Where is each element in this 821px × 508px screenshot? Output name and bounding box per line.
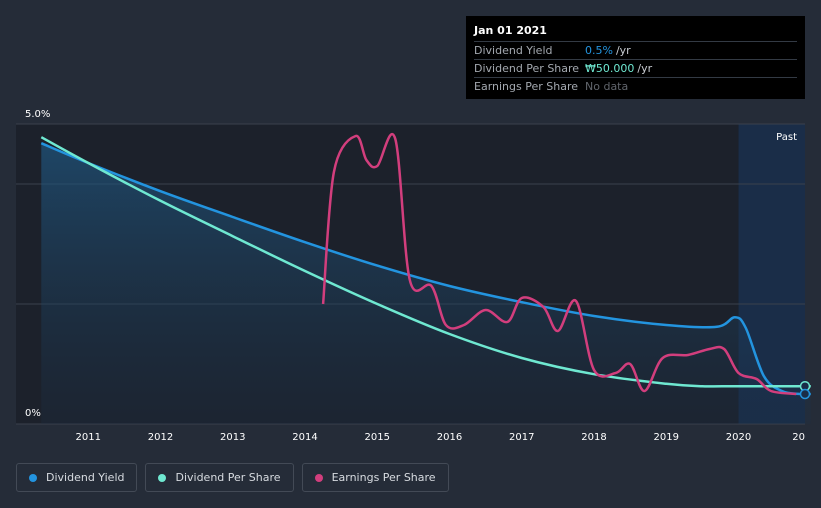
end-markers bbox=[799, 380, 811, 400]
x-tick-label: 2014 bbox=[292, 432, 317, 443]
x-tick-label: 2020 bbox=[726, 432, 751, 443]
tooltip-row-dividend-yield: Dividend Yield 0.5% /yr bbox=[474, 41, 797, 59]
series-lines bbox=[40, 133, 811, 396]
tooltip-label: Earnings Per Share bbox=[474, 80, 579, 93]
x-tick-label: 20 bbox=[792, 432, 805, 443]
legend-label: Earnings Per Share bbox=[331, 471, 436, 484]
legend-dot-icon bbox=[29, 473, 37, 482]
tooltip-unit: /yr bbox=[637, 62, 653, 75]
legend-item-dividend-yield[interactable]: Dividend Yield bbox=[16, 463, 138, 492]
x-tick-label: 2011 bbox=[76, 432, 101, 443]
dividend-yield-marker bbox=[799, 388, 811, 400]
legend-dot-icon bbox=[314, 473, 323, 482]
x-tick-label: 2012 bbox=[148, 432, 173, 443]
tooltip-row-earnings-per-share: Earnings Per Share No data bbox=[474, 77, 797, 95]
x-tick-label: 2013 bbox=[220, 432, 245, 443]
dividend-per-share-line bbox=[40, 136, 811, 388]
x-tick-label: 2015 bbox=[365, 432, 390, 443]
tooltip-row-dividend-per-share: Dividend Per Share ₩50.000 /yr bbox=[474, 59, 797, 77]
tooltip-value: No data bbox=[585, 80, 629, 93]
tooltip-label: Dividend Per Share bbox=[474, 62, 580, 75]
tooltip-panel: Jan 01 2021 Dividend Yield 0.5% /yr Divi… bbox=[466, 16, 805, 99]
legend-label: Dividend Per Share bbox=[175, 471, 281, 484]
dividend-yield-line bbox=[40, 142, 811, 396]
y-axis-bottom-label: 0% bbox=[25, 408, 41, 419]
legend-dot-icon bbox=[158, 473, 167, 482]
y-axis-top-label: 5.0% bbox=[25, 109, 50, 120]
earnings-per-share-line bbox=[321, 133, 797, 396]
tooltip-unit: /yr bbox=[615, 44, 631, 57]
legend-label: Dividend Yield bbox=[46, 471, 125, 484]
legend-item-earnings-per-share[interactable]: Earnings Per Share bbox=[301, 463, 449, 492]
tooltip-value: 0.5% bbox=[585, 44, 613, 57]
x-tick-label: 2017 bbox=[509, 432, 534, 443]
dividend-yield-area bbox=[41, 143, 811, 424]
tooltip-label: Dividend Yield bbox=[474, 44, 553, 57]
x-tick-label: 2018 bbox=[581, 432, 606, 443]
x-axis-ticks: 2011 2012 2013 2014 2015 2016 2017 2018 2019 2020… bbox=[76, 432, 805, 443]
legend: Dividend Yield Dividend Per Share Earnin… bbox=[16, 463, 449, 492]
x-tick-label: 2019 bbox=[654, 432, 679, 443]
past-label: Past bbox=[776, 132, 797, 143]
tooltip-value: ₩50.000 bbox=[585, 62, 635, 75]
legend-item-dividend-per-share[interactable]: Dividend Per Share bbox=[145, 463, 294, 492]
tooltip-date: Jan 01 2021 bbox=[474, 24, 547, 37]
x-tick-label: 2016 bbox=[437, 432, 462, 443]
